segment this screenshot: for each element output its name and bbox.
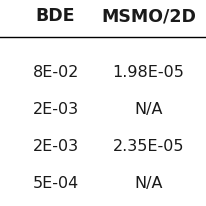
Text: 1.98E-05: 1.98E-05 — [112, 65, 184, 80]
Text: 2.35E-05: 2.35E-05 — [112, 139, 184, 154]
Text: 2E-03: 2E-03 — [33, 139, 79, 154]
Text: N/A: N/A — [134, 176, 163, 191]
Text: 8E-02: 8E-02 — [32, 65, 79, 80]
Text: MSMO/2D: MSMO/2D — [101, 7, 196, 26]
Text: 2E-03: 2E-03 — [33, 102, 79, 117]
Text: BDE: BDE — [36, 7, 75, 26]
Text: N/A: N/A — [134, 102, 163, 117]
Text: 5E-04: 5E-04 — [33, 176, 79, 191]
